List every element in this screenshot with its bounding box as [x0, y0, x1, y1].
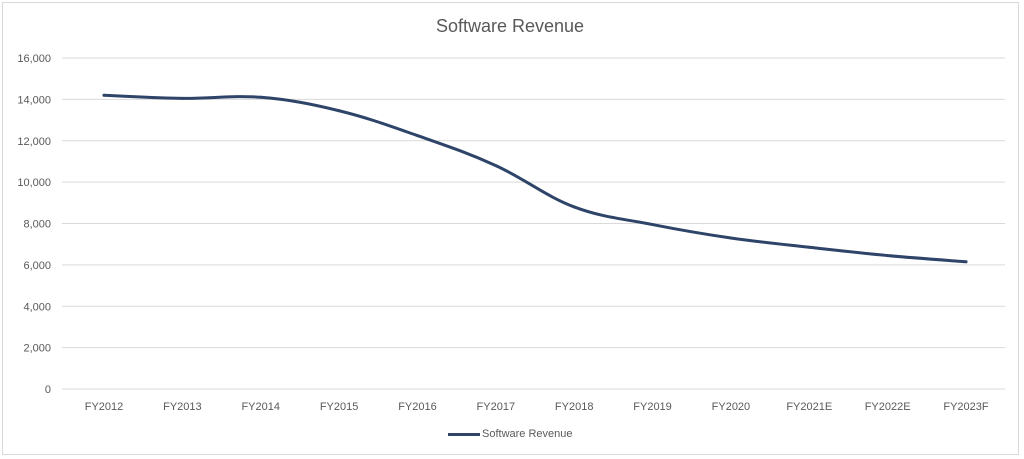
legend: Software Revenue [448, 428, 573, 440]
x-tick-label: FY2022E [865, 401, 911, 413]
y-axis-ticks: 0 2,000 4,000 6,000 8,000 10,000 12,000 14,000 1… [17, 53, 51, 396]
data-point [964, 260, 968, 264]
data-point [729, 236, 733, 240]
x-tick-label: FY2019 [633, 401, 672, 413]
data-point [102, 93, 106, 97]
series-line [102, 93, 968, 264]
x-tick-label: FY2018 [555, 401, 594, 413]
y-tick-label: 16,000 [17, 53, 51, 65]
data-point [337, 109, 341, 113]
chart-title: Software Revenue [435, 16, 585, 36]
x-axis-ticks: FY2012 FY2013 FY2014 FY2015 FY2016 FY2017 FY20… [85, 401, 989, 413]
y-tick-label: 12,000 [17, 136, 51, 148]
data-point [886, 254, 890, 258]
data-point [651, 223, 655, 227]
gridlines [62, 57, 1005, 390]
y-tick-label: 6,000 [23, 260, 51, 272]
x-tick-label: FY2023F [943, 401, 989, 413]
y-tick-label: 10,000 [17, 177, 51, 189]
x-tick-label: FY2016 [398, 401, 437, 413]
y-tick-label: 8,000 [23, 219, 51, 231]
y-tick-label: 4,000 [23, 301, 51, 313]
data-point [494, 164, 498, 168]
legend-label: Software Revenue [482, 428, 573, 440]
x-tick-label: FY2015 [320, 401, 359, 413]
y-tick-label: 2,000 [23, 343, 51, 355]
x-tick-label: FY2021E [786, 401, 832, 413]
x-tick-label: FY2017 [477, 401, 516, 413]
data-point [180, 96, 184, 100]
y-tick-label: 0 [45, 384, 51, 396]
legend-swatch [448, 432, 480, 436]
x-tick-label: FY2014 [241, 401, 280, 413]
x-tick-label: FY2012 [85, 401, 124, 413]
series-layer [102, 93, 968, 264]
data-point [415, 134, 419, 138]
y-tick-label: 14,000 [17, 94, 51, 106]
data-point [572, 205, 576, 209]
x-tick-label: FY2013 [163, 401, 202, 413]
data-point [807, 245, 811, 249]
x-tick-label: FY2020 [712, 401, 751, 413]
data-point [259, 95, 263, 99]
